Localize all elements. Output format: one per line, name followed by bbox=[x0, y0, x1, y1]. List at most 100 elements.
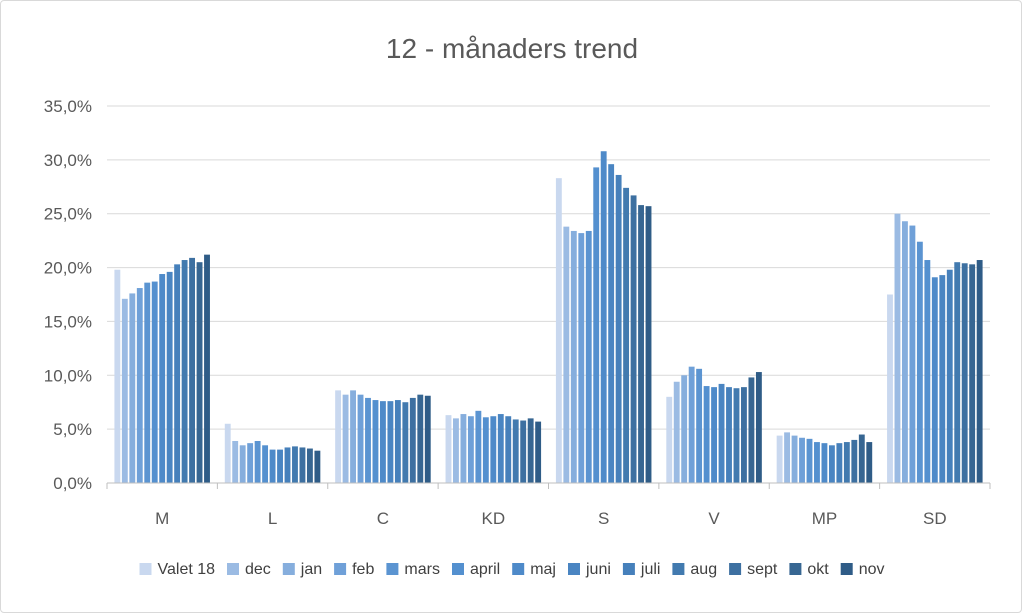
bar-SD-okt bbox=[969, 264, 976, 483]
bar-S-jan bbox=[570, 230, 577, 483]
bar-MP-aug bbox=[843, 442, 850, 483]
x-tick-label: S bbox=[598, 509, 609, 528]
bar-MP-Valet-18 bbox=[776, 435, 783, 483]
bar-L-juli bbox=[284, 447, 291, 483]
gridlines bbox=[107, 105, 990, 484]
bar-M-mars bbox=[144, 282, 151, 483]
bar-S-feb bbox=[578, 233, 585, 483]
x-tick-label: V bbox=[708, 509, 720, 528]
legend-item: dec bbox=[227, 561, 271, 578]
bar-M-aug bbox=[181, 260, 188, 483]
bar-C-aug bbox=[402, 402, 409, 483]
bar-S-sept bbox=[630, 195, 637, 483]
legend-item: april bbox=[452, 561, 500, 578]
bar-C-juni bbox=[387, 401, 394, 483]
bar-SD-nov bbox=[976, 260, 983, 483]
bar-S-maj bbox=[600, 151, 607, 484]
bar-M-april bbox=[151, 281, 158, 483]
bar-S-juli bbox=[615, 174, 622, 483]
legend-label: jan bbox=[300, 561, 322, 578]
bar-L-aug bbox=[292, 446, 298, 483]
legend-item: juni bbox=[568, 561, 611, 578]
bar-C-feb bbox=[357, 394, 364, 483]
bar-SD-mars bbox=[916, 241, 923, 483]
bar-SD-aug bbox=[954, 262, 961, 483]
x-tick-label: L bbox=[268, 509, 277, 528]
bar-SD-Valet-18 bbox=[887, 294, 893, 483]
bar-L-dec bbox=[232, 440, 239, 483]
bar-V-nov bbox=[755, 372, 762, 483]
legend-item: okt bbox=[789, 561, 829, 578]
bar-MP-sept bbox=[851, 439, 858, 483]
bar-C-Valet-18 bbox=[335, 390, 342, 483]
bar-V-jan bbox=[681, 375, 688, 483]
bar-L-mars bbox=[254, 440, 261, 483]
bar-L-Valet-18 bbox=[224, 423, 231, 483]
legend-swatch bbox=[729, 563, 742, 575]
legend-swatch bbox=[452, 563, 464, 575]
bar-M-juni bbox=[166, 271, 173, 483]
bar-MP-okt bbox=[858, 434, 865, 483]
y-tick-label: 25,0% bbox=[44, 205, 92, 224]
bar-SD-juni bbox=[939, 275, 946, 483]
bar-M-feb bbox=[136, 288, 143, 483]
y-tick-label: 20,0% bbox=[44, 259, 92, 278]
bar-MP-dec bbox=[784, 432, 791, 483]
bar-C-okt bbox=[417, 394, 424, 483]
bar-KD-april bbox=[482, 417, 489, 483]
bar-M-nov bbox=[204, 254, 210, 483]
bar-V-juni bbox=[718, 383, 725, 483]
bar-C-jan bbox=[350, 390, 356, 483]
bar-L-maj bbox=[269, 449, 276, 483]
bar-MP-feb bbox=[799, 437, 805, 483]
legend-swatch bbox=[334, 563, 347, 575]
legend-label: nov bbox=[859, 561, 885, 578]
legend-swatch bbox=[622, 563, 635, 575]
bar-V-april bbox=[703, 386, 710, 483]
bar-S-mars bbox=[585, 230, 592, 483]
x-tick-label: C bbox=[377, 509, 389, 528]
legend-item: maj bbox=[512, 561, 556, 578]
bar-MP-april bbox=[814, 442, 820, 483]
bar-C-sept bbox=[409, 397, 416, 483]
bar-KD-aug bbox=[512, 419, 519, 483]
bar-MP-mars bbox=[806, 438, 813, 483]
x-axis: M L C KD S V MP SD bbox=[106, 482, 991, 528]
legend-label: feb bbox=[352, 561, 374, 578]
bar-M-okt bbox=[196, 262, 203, 483]
bar-M-jan bbox=[129, 293, 136, 483]
x-tick-label: KD bbox=[482, 509, 506, 528]
x-tick-label: MP bbox=[812, 509, 838, 528]
bar-V-dec bbox=[673, 381, 680, 483]
bar-MP-juni bbox=[828, 445, 835, 483]
legend-label: juli bbox=[640, 561, 661, 578]
bar-V-mars bbox=[696, 368, 703, 483]
bar-KD-Valet-18 bbox=[445, 415, 452, 483]
bar-SD-april bbox=[924, 260, 931, 483]
bar-MP-nov bbox=[866, 442, 873, 483]
bar-L-sept bbox=[299, 447, 306, 483]
bar-KD-nov bbox=[535, 421, 542, 483]
legend-label: april bbox=[470, 561, 500, 578]
bar-S-aug bbox=[623, 187, 630, 484]
legend-item: jan bbox=[282, 561, 322, 578]
chart-title: 12 - månaders trend bbox=[386, 33, 638, 64]
legend-swatch bbox=[227, 563, 239, 575]
legend-label: mars bbox=[404, 561, 440, 578]
legend-label: dec bbox=[245, 561, 271, 578]
bar-KD-sept bbox=[520, 420, 527, 483]
legend-label: sept bbox=[747, 561, 778, 578]
legend-swatch bbox=[512, 563, 525, 575]
bar-KD-okt bbox=[527, 418, 534, 483]
y-tick-label: 35,0% bbox=[44, 97, 92, 116]
legend-label: aug bbox=[690, 561, 717, 578]
legend-label: maj bbox=[530, 561, 556, 578]
legend-label: okt bbox=[807, 561, 829, 578]
bar-C-nov bbox=[424, 395, 431, 483]
bar-S-juni bbox=[608, 164, 615, 484]
bar-M-juli bbox=[174, 264, 181, 483]
y-tick-label: 10,0% bbox=[44, 366, 92, 385]
bar-MP-juli bbox=[836, 443, 843, 483]
